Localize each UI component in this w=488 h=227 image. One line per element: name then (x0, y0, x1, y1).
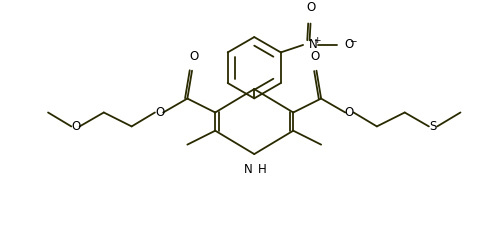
Text: H: H (258, 163, 266, 176)
Text: O: O (343, 38, 352, 52)
Text: O: O (189, 50, 198, 63)
Text: N: N (308, 38, 317, 52)
Text: O: O (305, 1, 314, 14)
Text: −: − (348, 36, 355, 45)
Text: S: S (428, 120, 435, 133)
Text: O: O (344, 106, 353, 119)
Text: N: N (243, 163, 252, 176)
Text: O: O (71, 120, 81, 133)
Text: O: O (309, 50, 319, 63)
Text: O: O (155, 106, 164, 119)
Text: +: + (313, 36, 320, 45)
